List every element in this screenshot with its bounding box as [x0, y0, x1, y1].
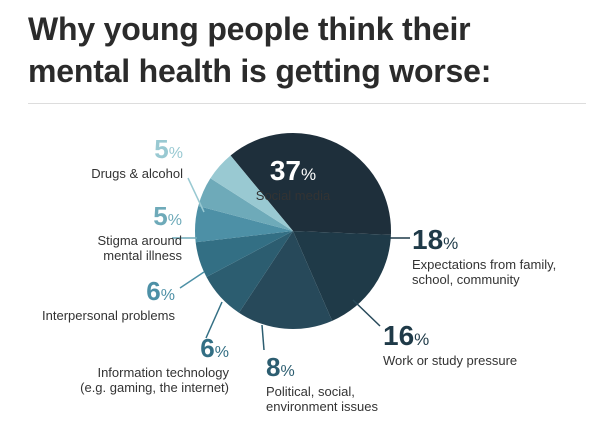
data-label-value-political: 8%: [266, 352, 295, 382]
data-label-text-political: Political, social,: [266, 384, 355, 399]
data-label-value-info-tech: 6%: [200, 333, 229, 363]
pie-slice-political: [206, 231, 293, 313]
data-label-value-social-media: 37%: [270, 155, 316, 186]
data-label-value-expectations: 18%: [412, 224, 458, 255]
data-label-text-drugs-alcohol: Drugs & alcohol: [91, 166, 183, 181]
chart-title: Why young people think their mental heal…: [28, 8, 491, 92]
data-label-text-stigma: mental illness: [103, 248, 182, 263]
data-label-value-work-study: 16%: [383, 320, 429, 351]
data-label-text-info-tech: Information technology: [97, 365, 229, 380]
pie-slice-interpersonal: [195, 206, 293, 243]
pie-slice-drugs-alcohol: [210, 155, 293, 231]
leader-line-political: [261, 324, 265, 351]
title-divider: [28, 103, 586, 104]
data-label-text-social-media: Social media: [256, 188, 331, 203]
data-label-text-expectations: school, community: [412, 272, 520, 287]
leader-line-work-study: [352, 299, 381, 327]
data-label-text-expectations: Expectations from family,: [412, 257, 556, 272]
chart-title-line-2: mental health is getting worse:: [28, 53, 492, 89]
data-label-value-stigma: 5%: [153, 201, 182, 231]
data-label-text-political: environment issues: [266, 399, 378, 414]
data-label-text-interpersonal: Interpersonal problems: [42, 308, 175, 323]
leader-line-drugs-alcohol: [187, 177, 205, 213]
data-label-value-drugs-alcohol: 5%: [154, 134, 183, 164]
data-label-text-stigma: Stigma around: [97, 233, 182, 248]
data-label-text-work-study: Work or study pressure: [383, 353, 517, 368]
leader-line-info-tech: [205, 301, 223, 339]
data-label-value-interpersonal: 6%: [146, 276, 175, 306]
pie-slice-stigma: [198, 178, 293, 231]
chart-title-line-1: Why young people think their: [28, 11, 471, 47]
pie-slice-info-tech: [195, 231, 293, 278]
pie-slice-expectations: [293, 231, 391, 321]
pie-slice-work-study: [238, 231, 333, 330]
data-label-text-info-tech: (e.g. gaming, the internet): [80, 380, 229, 395]
leader-line-interpersonal: [179, 271, 205, 289]
pie-slice-social-media: [230, 133, 391, 235]
